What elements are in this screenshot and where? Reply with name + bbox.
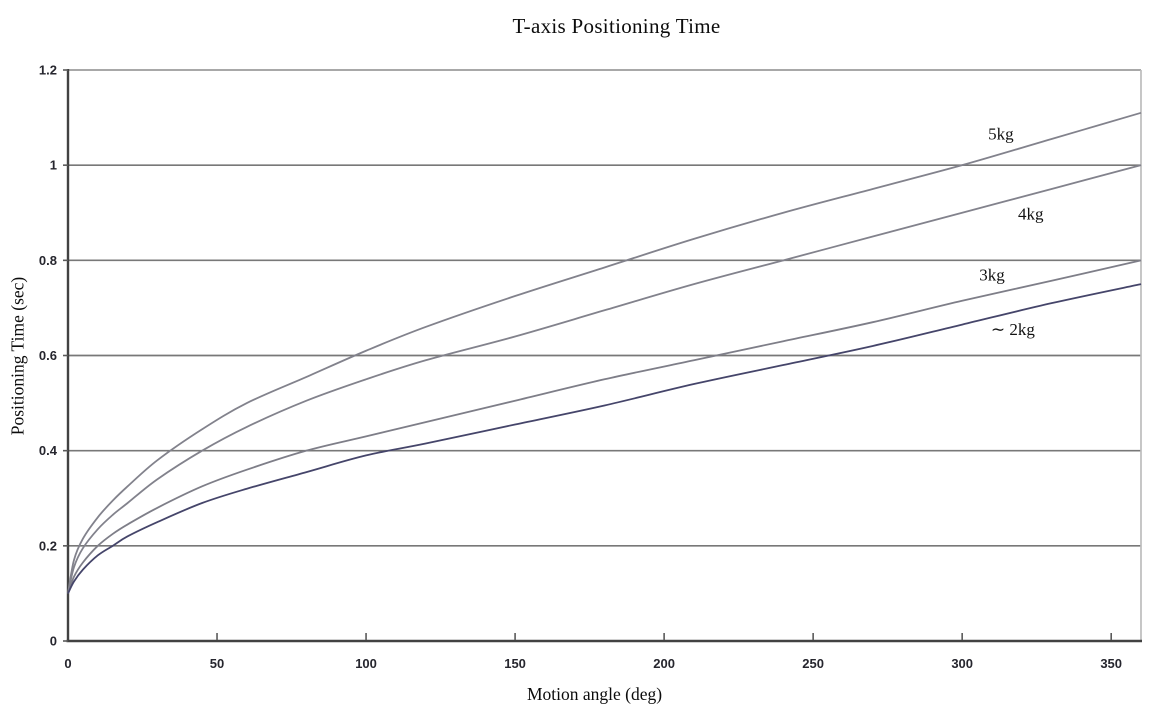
x-tick-label-100: 100 xyxy=(355,656,377,671)
series-label-3kg: 3kg xyxy=(979,266,1005,285)
curve-5kg xyxy=(67,111,1142,594)
y-tick-label-1: 1 xyxy=(50,158,57,173)
series-label-5kg: 5kg xyxy=(988,124,1014,143)
series-label-2kg: ∼ 2kg xyxy=(991,320,1035,339)
curve-2kg xyxy=(67,283,1142,594)
x-tick-label-50: 50 xyxy=(210,656,224,671)
y-tick-label-0: 0 xyxy=(50,634,57,649)
y-axis-label: Positioning Time (sec) xyxy=(7,276,28,436)
y-tick-label-0.2: 0.2 xyxy=(39,538,57,553)
x-tick-label-150: 150 xyxy=(504,656,526,671)
x-tick-label-350: 350 xyxy=(1100,656,1122,671)
x-tick-label-300: 300 xyxy=(951,656,973,671)
y-tick-label-1.2: 1.2 xyxy=(39,63,57,78)
y-tick-label-0.8: 0.8 xyxy=(39,253,57,268)
x-tick-label-250: 250 xyxy=(802,656,824,671)
x-tick-label-200: 200 xyxy=(653,656,675,671)
y-tick-label-0.4: 0.4 xyxy=(39,443,58,458)
chart-title: T-axis Positioning Time xyxy=(512,14,721,38)
y-tick-label-0.6: 0.6 xyxy=(39,348,57,363)
series-label-4kg: 4kg xyxy=(1018,205,1044,224)
curve-4kg xyxy=(67,164,1142,594)
x-tick-label-0: 0 xyxy=(64,656,71,671)
curve-3kg xyxy=(67,259,1142,594)
x-axis-label: Motion angle (deg) xyxy=(526,684,663,704)
